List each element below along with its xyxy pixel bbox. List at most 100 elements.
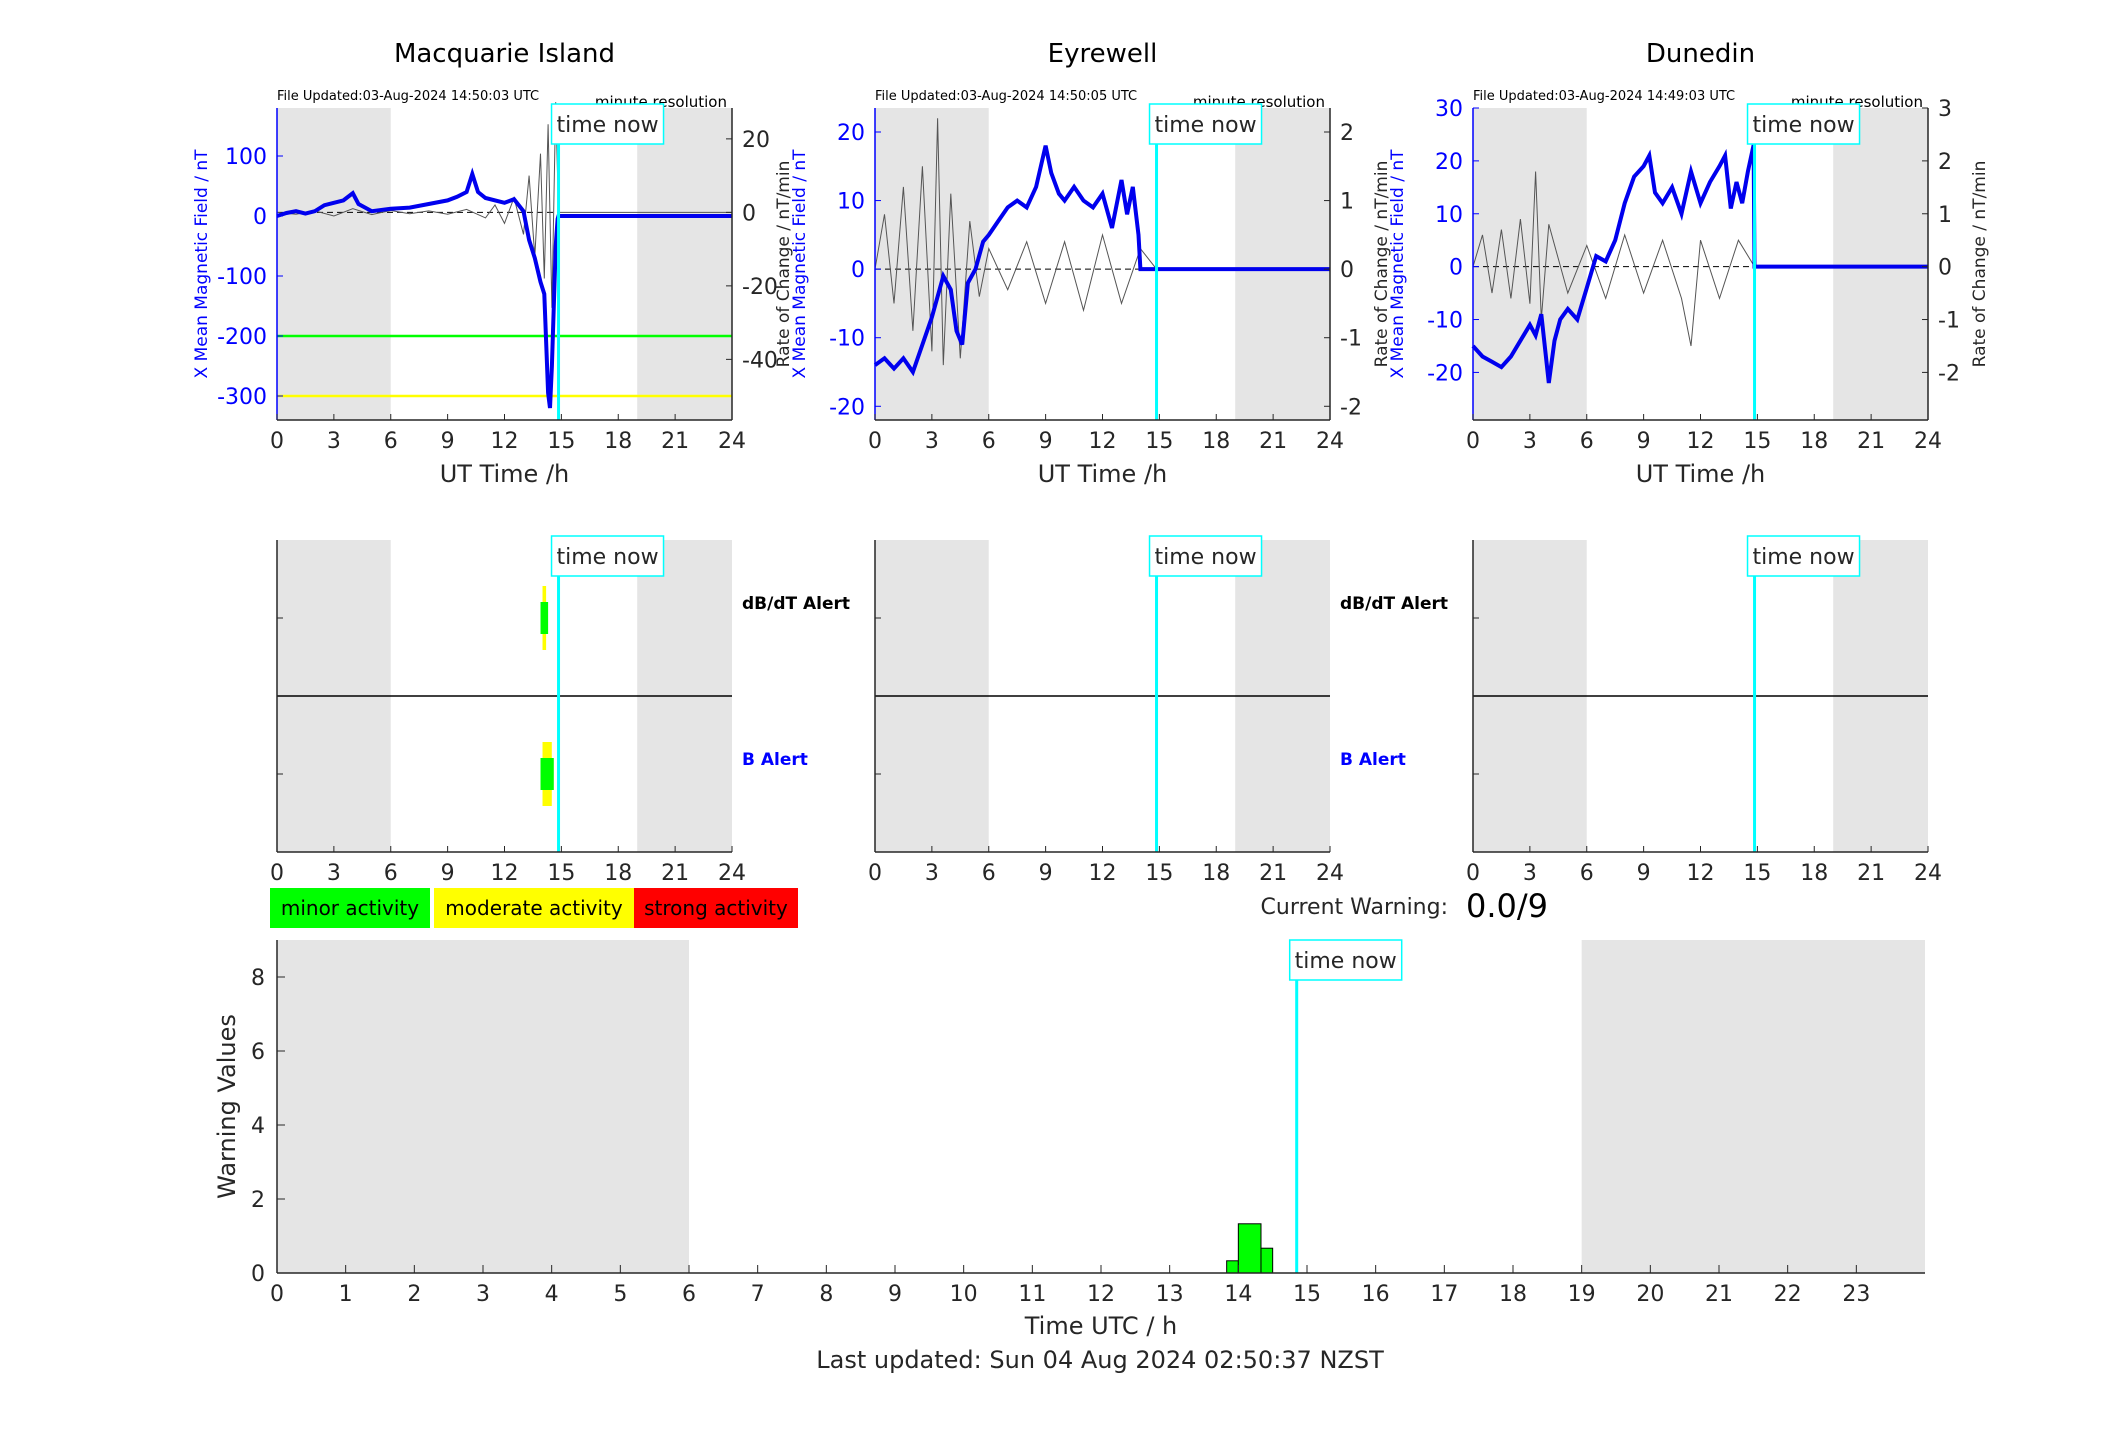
- station-title: Macquarie Island: [394, 39, 615, 69]
- x-tick-label: 13: [1156, 1282, 1184, 1307]
- station-title: Dunedin: [1646, 39, 1755, 69]
- right-tick-label: -2: [1340, 395, 1362, 420]
- file-updated-text: File Updated:03-Aug-2024 14:50:05 UTC: [875, 89, 1137, 104]
- x-tick-label: 0: [1466, 861, 1480, 886]
- x-tick-label: 3: [327, 861, 341, 886]
- x-tick-label: 18: [1499, 1282, 1527, 1307]
- activity-legend: minor activity moderate activity strong ac…: [270, 887, 1548, 928]
- left-tick-label: 30: [1435, 97, 1463, 122]
- right-tick-label: 0: [1938, 256, 1952, 281]
- right-y-axis-label: Rate of Change / nT/min: [774, 161, 794, 368]
- right-tick-label: 0: [1340, 258, 1354, 283]
- x-tick-label: 0: [1466, 429, 1480, 454]
- night-shade: [1581, 940, 1925, 1273]
- x-axis-label: UT Time /h: [1636, 460, 1766, 488]
- dbdt-alert-mark: [540, 602, 549, 634]
- legend-strong-swatch: [634, 888, 798, 928]
- x-tick-label: 23: [1842, 1282, 1870, 1307]
- station-alert-plots: time now 0 3 6 9 12 15 18 21 24 dB/dT Alert B Alert…: [270, 535, 1942, 886]
- right-tick-label: 1: [1340, 190, 1354, 215]
- y-axis-label: Warning Values: [213, 1014, 241, 1199]
- station-title: Eyrewell: [1048, 39, 1158, 69]
- warning-bar: [1226, 1260, 1239, 1274]
- time-now-label: time now: [1154, 545, 1256, 570]
- y-tick-label: 6: [251, 1040, 265, 1065]
- x-tick-label: 12: [491, 429, 519, 454]
- x-tick-label: 15: [1293, 1282, 1321, 1307]
- x-tick-label: 9: [1637, 429, 1651, 454]
- b-alert-label: B Alert: [1340, 750, 1406, 770]
- x-tick-label: 6: [1580, 861, 1594, 886]
- x-tick-label: 0: [868, 861, 882, 886]
- x-tick-label: 5: [613, 1282, 627, 1307]
- x-tick-label: 24: [1914, 429, 1942, 454]
- night-shade: [277, 940, 689, 1273]
- warning-bar: [1260, 1247, 1274, 1274]
- time-now-box: [1746, 535, 1861, 577]
- night-shade: [277, 108, 391, 420]
- mean-field-series: [873, 145, 1330, 377]
- x-tick-label: 20: [1636, 1282, 1664, 1307]
- x-tick-label: 9: [441, 429, 455, 454]
- x-tick-label: 16: [1362, 1282, 1390, 1307]
- x-tick-label: 6: [384, 861, 398, 886]
- x-tick-label: 15: [1743, 861, 1771, 886]
- x-tick-label: 9: [1039, 429, 1053, 454]
- x-tick-label: 4: [545, 1282, 559, 1307]
- station-panel-0: Macquarie Island File Updated:03-Aug-2024…: [192, 39, 794, 488]
- right-tick-label: -1: [1340, 327, 1362, 352]
- x-tick-label: 18: [1800, 429, 1828, 454]
- b-alert-label: B Alert: [742, 750, 808, 770]
- x-tick-label: 14: [1224, 1282, 1252, 1307]
- legend-moderate-label: moderate activity: [445, 896, 623, 920]
- x-tick-label: 18: [604, 861, 632, 886]
- x-tick-label: 12: [491, 861, 519, 886]
- legend-strong-label: strong activity: [644, 896, 788, 920]
- x-tick-label: 24: [1316, 429, 1344, 454]
- x-tick-label: 12: [1089, 429, 1117, 454]
- left-tick-label: -200: [217, 325, 267, 350]
- x-tick-label: 0: [270, 429, 284, 454]
- x-tick-label: 15: [1145, 861, 1173, 886]
- right-tick-label: 20: [742, 128, 770, 153]
- x-tick-label: 9: [888, 1282, 902, 1307]
- x-tick-label: 7: [751, 1282, 765, 1307]
- night-shade: [637, 108, 732, 420]
- x-tick-label: 15: [547, 429, 575, 454]
- night-shade: [1473, 108, 1587, 420]
- x-tick-label: 18: [1202, 429, 1230, 454]
- x-tick-label: 21: [1259, 429, 1287, 454]
- x-tick-label: 24: [1316, 861, 1344, 886]
- mean-field-series: [1471, 144, 1928, 384]
- x-tick-label: 3: [476, 1282, 490, 1307]
- x-tick-label: 15: [1145, 429, 1173, 454]
- night-shade: [1235, 108, 1330, 420]
- time-now-label: time now: [1154, 113, 1256, 138]
- time-now-box: [1148, 535, 1263, 577]
- rate-of-change-series: [276, 102, 732, 308]
- left-tick-label: 0: [1449, 256, 1463, 281]
- x-tick-label: 15: [1743, 429, 1771, 454]
- x-tick-label: 0: [868, 429, 882, 454]
- legend-minor-swatch: [270, 888, 430, 928]
- x-tick-label: 24: [1914, 861, 1942, 886]
- x-tick-label: 3: [1523, 429, 1537, 454]
- x-tick-label: 18: [1800, 861, 1828, 886]
- alert-panel-0: time now 0 3 6 9 12 15 18 21 24 dB/dT Alert B Alert: [270, 535, 850, 886]
- x-tick-label: 0: [270, 861, 284, 886]
- y-tick-label: 2: [251, 1188, 265, 1213]
- time-now-box: [1288, 939, 1403, 981]
- x-tick-label: 15: [547, 861, 575, 886]
- x-tick-label: 12: [1087, 1282, 1115, 1307]
- x-axis-label: Time UTC / h: [1024, 1312, 1178, 1340]
- right-tick-label: 2: [1340, 121, 1354, 146]
- right-y-axis-label: Rate of Change / nT/min: [1970, 161, 1990, 368]
- x-tick-label: 24: [718, 429, 746, 454]
- right-tick-label: -20: [742, 275, 778, 300]
- x-tick-label: 6: [982, 429, 996, 454]
- x-tick-label: 18: [1202, 861, 1230, 886]
- y-tick-label: 4: [251, 1114, 265, 1139]
- time-now-box: [550, 535, 665, 577]
- x-tick-label: 9: [1039, 861, 1053, 886]
- file-updated-text: File Updated:03-Aug-2024 14:49:03 UTC: [1473, 89, 1735, 104]
